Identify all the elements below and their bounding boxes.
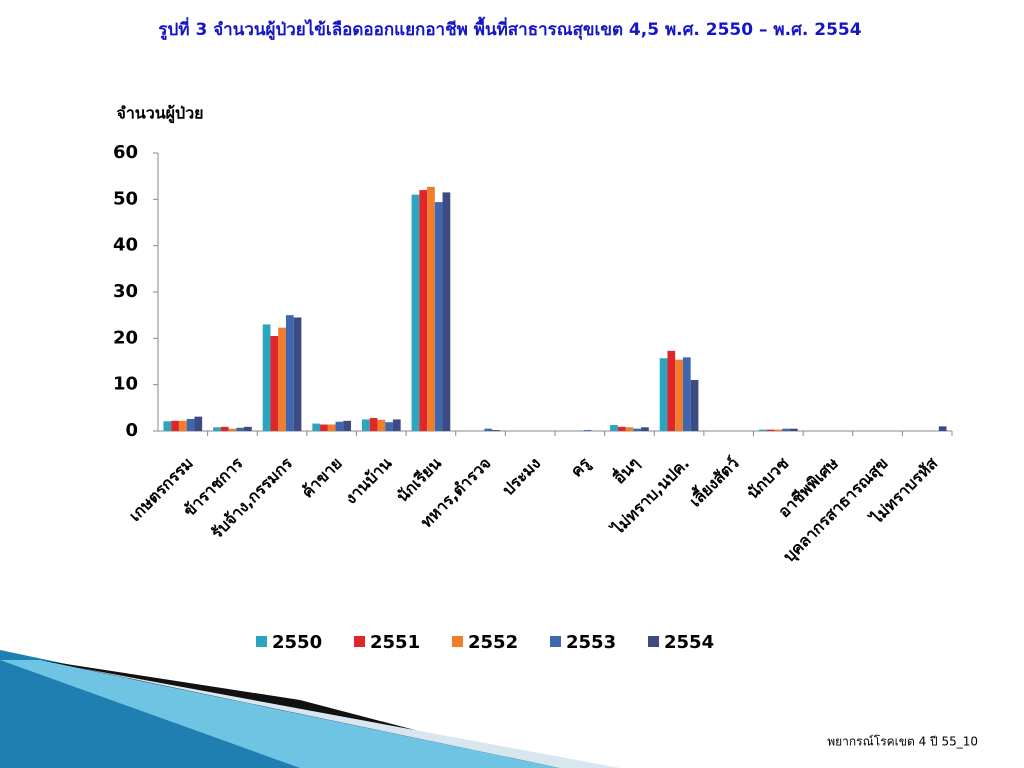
bar [213, 427, 221, 431]
bar [361, 419, 370, 431]
y-tick-label: 40 [113, 235, 138, 256]
bar [774, 429, 783, 431]
bar [270, 336, 279, 431]
y-tick-label: 20 [113, 327, 138, 348]
bar [194, 416, 203, 431]
bar [427, 186, 435, 431]
bar [377, 419, 386, 431]
y-tick-label: 10 [113, 374, 138, 395]
bar [411, 194, 420, 431]
legend-label: 2553 [566, 632, 616, 653]
bar [228, 428, 237, 431]
bar [236, 427, 245, 431]
x-tick-label: ประมง [498, 454, 544, 500]
y-tick-label: 0 [125, 420, 138, 441]
legend-label: 2552 [468, 632, 518, 653]
bar [171, 420, 179, 431]
bar [789, 428, 798, 431]
bar [335, 421, 344, 431]
legend-swatch [256, 636, 267, 647]
bar [392, 419, 401, 431]
bar [220, 426, 229, 431]
bar [675, 359, 683, 431]
bar [659, 358, 668, 431]
decoration [0, 650, 620, 768]
bar [178, 420, 187, 431]
legend-swatch [550, 636, 561, 647]
bar [641, 427, 649, 431]
x-tick-label: งานบ้าน [341, 454, 395, 508]
y-tick-label: 50 [113, 188, 138, 209]
bar [758, 429, 767, 431]
x-tick-label: ครู [567, 453, 596, 482]
x-tick-label: ค้าขาย [298, 454, 346, 502]
legend-swatch [354, 636, 365, 647]
bar [285, 315, 294, 431]
bar [262, 324, 271, 431]
legend-swatch [452, 636, 463, 647]
y-tick-label: 60 [113, 142, 138, 163]
bar [186, 418, 195, 431]
y-axis-label: จำนวนผู้ป่วย [116, 104, 203, 125]
bar [492, 430, 500, 431]
x-tick-label: นักบวช [743, 453, 792, 502]
bar [327, 424, 336, 431]
bar [938, 426, 947, 431]
swoosh [0, 660, 560, 768]
bar [278, 327, 286, 431]
bar [633, 428, 642, 431]
bar [320, 424, 328, 431]
bar [690, 380, 699, 431]
y-tick-label: 30 [113, 281, 138, 302]
bar [682, 357, 691, 431]
swoosh [80, 668, 620, 768]
bar [782, 428, 790, 431]
legend-label: 2554 [664, 632, 714, 653]
bar [667, 350, 676, 431]
chart-title: รูปที่ 3 จำนวนผู้ป่วยไข้เลือดออกแยกอาชีพ… [158, 16, 861, 41]
bar [244, 426, 252, 431]
legend-label: 2550 [272, 632, 322, 653]
bar [293, 317, 302, 431]
bar [419, 190, 428, 431]
bar [583, 430, 592, 431]
x-tick-label: อื่นๆ [608, 452, 644, 488]
bar [625, 427, 634, 431]
bar [343, 420, 352, 431]
bar [766, 429, 775, 431]
swoosh [40, 660, 560, 768]
bar [312, 423, 321, 431]
bar [434, 202, 443, 431]
bar [163, 421, 172, 431]
legend-swatch [648, 636, 659, 647]
footer: พยากรณ์โรคเขต 4 ปี 55_10 [827, 735, 978, 749]
bar [369, 418, 378, 431]
bar [442, 192, 451, 431]
bar [610, 424, 618, 431]
x-tick-label: เลี้ยงสัตว์ [684, 451, 743, 510]
bar [484, 428, 493, 431]
bar [617, 426, 626, 431]
legend-label: 2551 [370, 632, 420, 653]
bar [385, 422, 393, 431]
